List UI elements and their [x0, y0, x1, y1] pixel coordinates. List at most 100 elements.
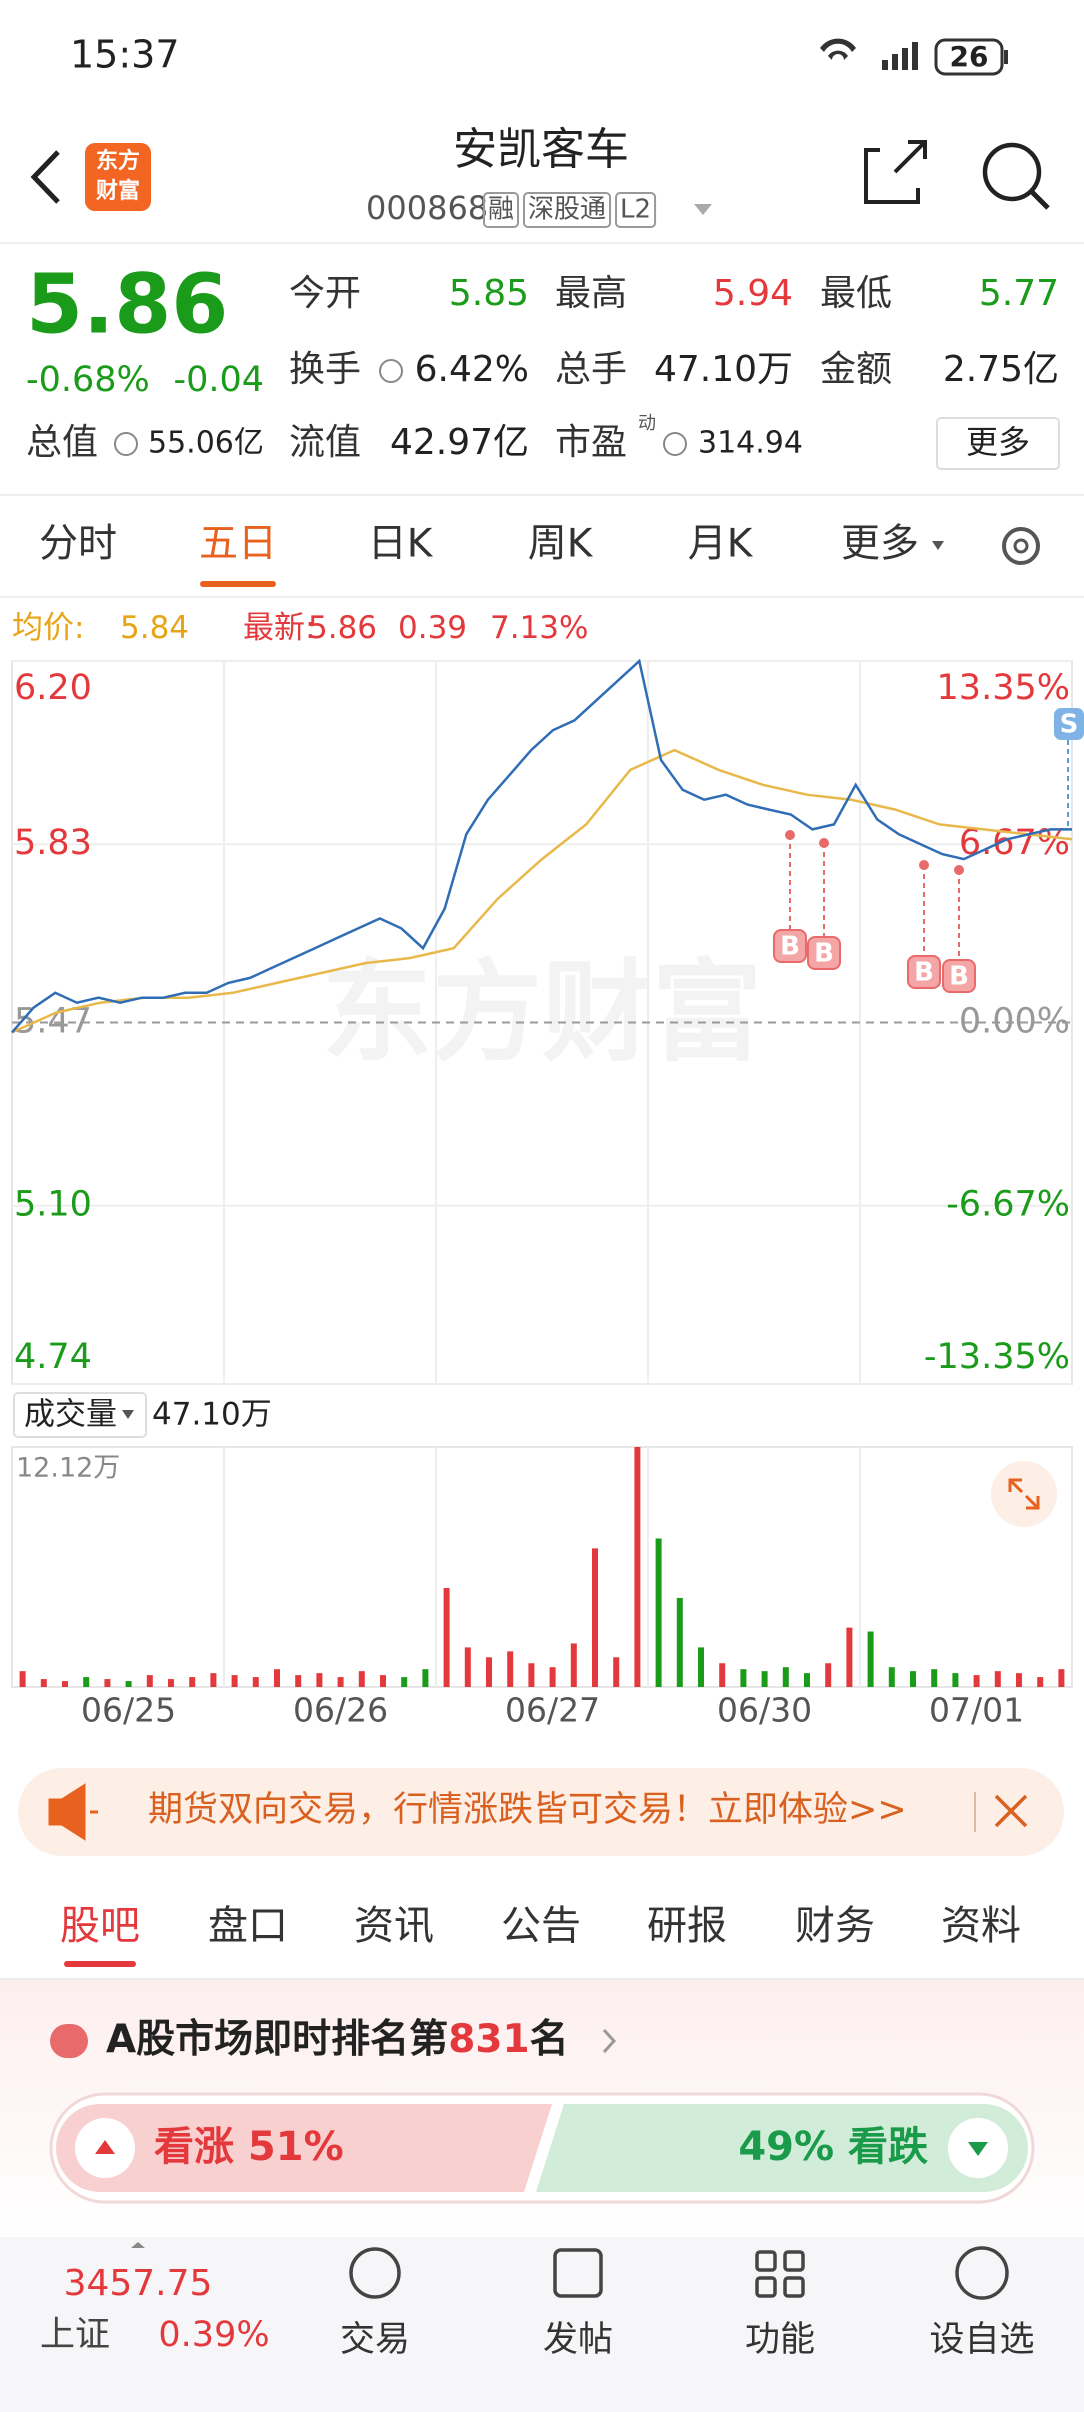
rank-text[interactable]: A股市场即时排名第831名	[106, 2017, 569, 2062]
expand-bg[interactable]	[991, 1461, 1057, 1527]
banner[interactable]	[18, 1768, 1064, 1856]
rank-number[interactable]: 831	[448, 2017, 529, 2062]
section-tab[interactable]: 资料	[941, 1903, 1021, 1949]
chevron	[602, 2028, 617, 2054]
banner-close[interactable]	[994, 1794, 1028, 1828]
trade-badge	[942, 959, 976, 993]
dropdown-arrow[interactable]	[694, 204, 712, 215]
y-tick-label: 5.10	[14, 1185, 92, 1225]
volume-bar	[83, 1677, 90, 1687]
tab-underline	[64, 1961, 136, 1967]
section-tab[interactable]: 盘口	[208, 1903, 288, 1949]
volume-selector[interactable]	[13, 1392, 147, 1438]
field-label: 今开	[289, 273, 361, 314]
more-button[interactable]	[936, 417, 1060, 470]
expand-button[interactable]	[991, 1461, 1057, 1527]
volume-bar	[761, 1671, 768, 1687]
rank-suffix[interactable]: 名	[530, 2017, 569, 2062]
index-change[interactable]: 0.39%	[158, 2315, 269, 2355]
logo	[85, 143, 151, 211]
back-button[interactable]	[30, 150, 60, 204]
status-time: 15:37	[70, 33, 180, 77]
volume-bar	[634, 1447, 641, 1687]
index-value[interactable]: 3457.75	[64, 2263, 213, 2304]
vote-up-label[interactable]: 看涨 51%	[154, 2124, 344, 2170]
volume-bar	[825, 1663, 832, 1687]
volume-bar	[931, 1669, 938, 1687]
y-tick-label: 4.74	[14, 1337, 92, 1377]
banner-text[interactable]: 期货双向交易，行情涨跌皆可交易！立即体验>>	[148, 1790, 907, 1830]
battery	[934, 38, 1004, 76]
chart-tab[interactable]: 月K	[688, 522, 754, 567]
signal-bar	[902, 48, 908, 70]
nav-item[interactable]: 交易	[340, 2320, 410, 2360]
trade-dot	[785, 830, 795, 840]
chart-tab[interactable]: 更多	[841, 522, 919, 567]
volume-bar	[358, 1671, 365, 1687]
bottom-nav	[0, 2237, 1084, 2412]
section-tab[interactable]: 研报	[647, 1903, 727, 1949]
volume-bar	[910, 1671, 916, 1687]
watermark: 东方财富	[322, 948, 762, 1076]
gear[interactable]	[1002, 527, 1040, 565]
section-tab[interactable]: 财务	[795, 1903, 875, 1949]
nav-item[interactable]: 发帖	[543, 2320, 613, 2360]
field-label: 总值	[26, 422, 98, 463]
nav-item[interactable]: 设自选	[929, 2320, 1034, 2360]
price: 5.86	[26, 257, 228, 352]
volume-bar	[994, 1671, 1001, 1687]
chart-tab[interactable]: 日K	[368, 522, 434, 567]
pe-superscript: 动	[638, 413, 656, 434]
info-icon	[114, 432, 138, 456]
volume-bar	[443, 1587, 450, 1687]
chart-tab[interactable]: 分时	[39, 522, 117, 567]
date-axis: 06/25 06/26 06/27 06/30 07/01	[81, 1691, 1024, 1730]
badge	[523, 192, 612, 228]
nav-item[interactable]: 功能	[745, 2320, 815, 2360]
volume-bar	[867, 1631, 874, 1687]
volume-frame	[11, 1446, 1073, 1688]
vote-down[interactable]	[536, 2104, 1028, 2192]
field-label: 市盈	[555, 422, 627, 463]
signal-bar	[912, 42, 918, 70]
chart-tab[interactable]: 周K	[528, 522, 594, 567]
logo-text: 财富	[96, 178, 140, 204]
volume-bar	[698, 1647, 704, 1687]
field-value: 5.85	[449, 273, 529, 314]
change: -0.04	[173, 360, 264, 400]
battery-level: 26	[950, 40, 989, 73]
trade-label: B	[814, 939, 834, 969]
more-button-label[interactable]: 更多	[966, 423, 1030, 461]
field-value: 5.77	[979, 273, 1059, 314]
up-arrow	[95, 2140, 115, 2154]
settings-button[interactable]	[1002, 527, 1040, 565]
volume-label[interactable]: 成交量	[24, 1397, 117, 1433]
trade-label: B	[949, 962, 969, 992]
volume-bar	[464, 1647, 471, 1687]
vote-down-label[interactable]: 49% 看跌	[738, 2124, 928, 2170]
section-tab[interactable]: 资讯	[354, 1903, 434, 1949]
badge-label: 深股通	[528, 195, 606, 225]
section-tab[interactable]: 股吧	[60, 1903, 140, 1949]
vote-up[interactable]	[56, 2104, 552, 2192]
share-button[interactable]	[864, 140, 927, 204]
rank-prefix[interactable]: A股市场即时排名第	[106, 2017, 448, 2062]
volume-bar	[168, 1679, 174, 1687]
search-button[interactable]	[982, 142, 1042, 202]
field-label: 换手	[289, 349, 361, 390]
pct-tick-label: -13.35%	[924, 1337, 1070, 1377]
volume-bar	[613, 1657, 620, 1687]
dropdown-arrow	[122, 1410, 134, 1419]
chart-tab[interactable]: 五日	[199, 522, 277, 567]
field-label: 最低	[820, 273, 892, 314]
volume-bar	[316, 1673, 323, 1687]
index-name[interactable]: 上证	[40, 2315, 110, 2355]
megaphone-icon	[48, 1783, 98, 1841]
trade-badge	[773, 929, 807, 963]
date-label: 06/25	[81, 1691, 176, 1730]
volume-bar	[104, 1679, 111, 1687]
section-tab[interactable]: 公告	[501, 1903, 581, 1949]
field-value: 2.75亿	[943, 349, 1059, 390]
volume-max-label: 12.12万	[16, 1453, 120, 1484]
